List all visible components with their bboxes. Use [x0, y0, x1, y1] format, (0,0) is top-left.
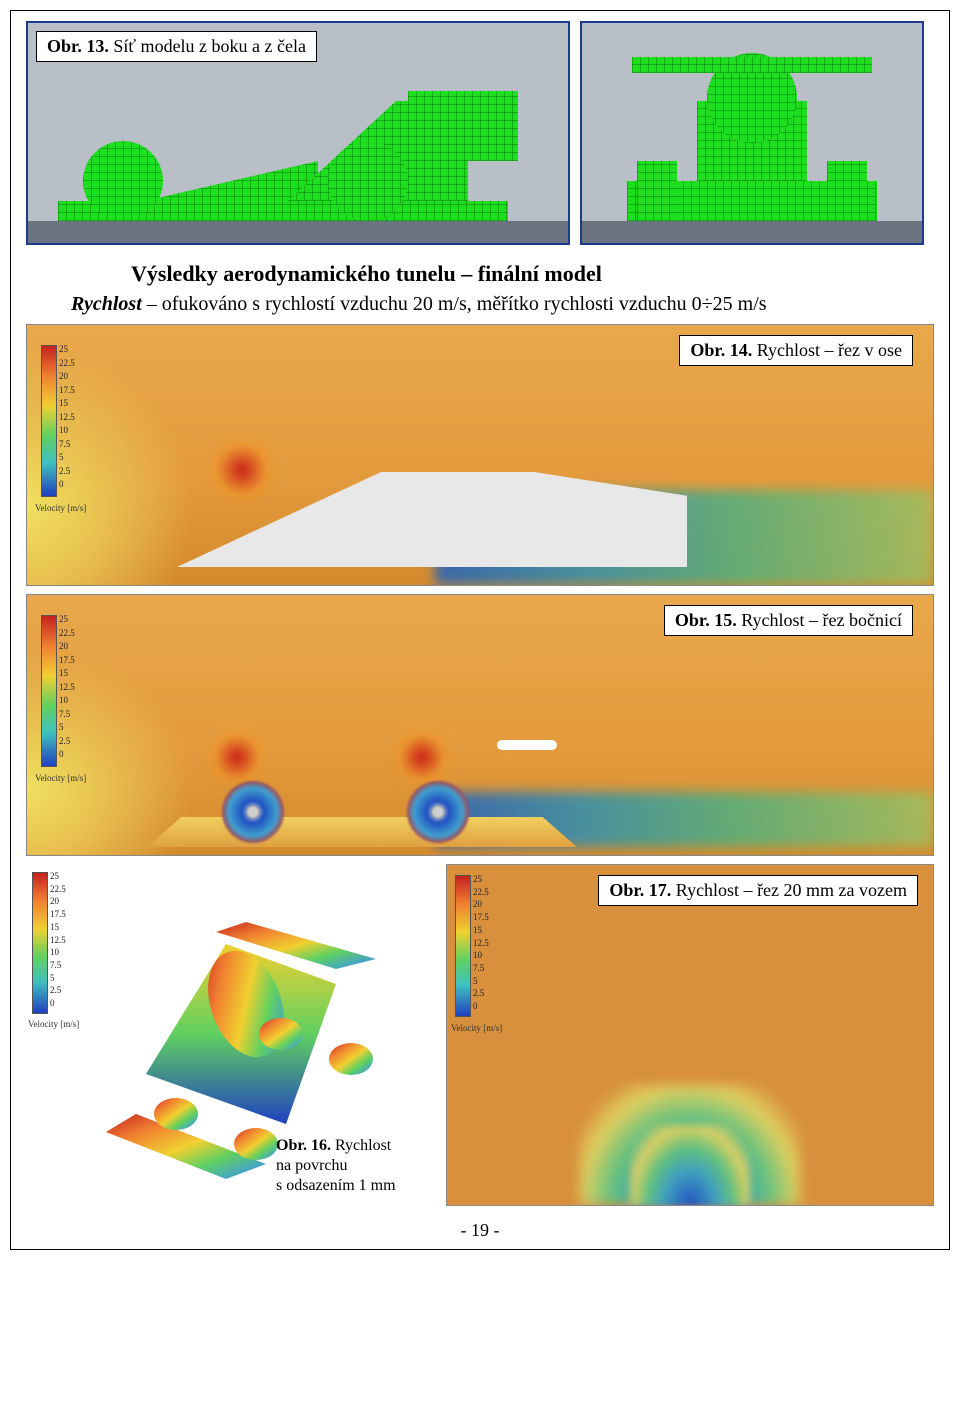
cfd-fig16: 2522.52017.51512.5107.552.50 Velocity [m…: [26, 864, 436, 1204]
velocity-label-16: Velocity [m/s]: [28, 1019, 79, 1029]
colorbar-labels-fig16: 2522.52017.51512.5107.552.50: [50, 870, 66, 1010]
subtitle-rest: – ofukováno s rychlostí vzduchu 20 m/s, …: [142, 293, 767, 315]
colorbar-fig14: [41, 345, 57, 497]
fig17-caption: Obr. 17. Rychlost – řez 20 mm za vozem: [598, 875, 918, 906]
page-frame: Obr. 13. Síť modelu z boku a z čela Výsl…: [10, 10, 950, 1250]
fig13-caption: Obr. 13. Síť modelu z boku a z čela: [36, 31, 317, 62]
colorbar-fig15: [41, 615, 57, 767]
velocity-label-14: Velocity [m/s]: [35, 503, 86, 513]
front-wheel: [222, 781, 284, 843]
cfd-fig17: 2522.52017.51512.5107.552.50 Velocity [m…: [446, 864, 934, 1206]
colorbar-labels-fig15: 2522.52017.51512.5107.552.50: [59, 613, 75, 762]
colorbar-fig17: [455, 875, 471, 1017]
page-number: - 19 -: [11, 1216, 949, 1249]
car-lower-body: [147, 817, 577, 847]
velocity-label-17: Velocity [m/s]: [451, 1023, 502, 1033]
wing-slice: [497, 740, 557, 750]
colorbar-labels-fig14: 2522.52017.51512.5107.552.50: [59, 343, 75, 492]
mesh-side-view: Obr. 13. Síť modelu z boku a z čela: [26, 21, 570, 245]
section-subtitle: Rychlost – ofukováno s rychlostí vzduchu…: [71, 293, 949, 316]
velocity-label-15: Velocity [m/s]: [35, 773, 86, 783]
fig13-text: Síť modelu z boku a z čela: [113, 36, 306, 56]
fig16-caption: Obr. 16. Rychlost na povrchu s odsazením…: [276, 1136, 426, 1196]
mesh-front-view: [580, 21, 924, 245]
fig15-caption: Obr. 15. Rychlost – řez bočnicí: [664, 605, 913, 636]
cfd-fig14: 2522.52017.51512.5107.552.50 Velocity [m…: [26, 324, 934, 586]
cartridge-shape: [447, 488, 587, 530]
fig14-caption: Obr. 14. Rychlost – řez v ose: [679, 335, 913, 366]
rear-wheel: [407, 781, 469, 843]
subtitle-prefix: Rychlost: [71, 293, 142, 315]
colorbar-labels-fig17: 2522.52017.51512.5107.552.50: [473, 873, 489, 1013]
section-title: Výsledky aerodynamického tunelu – fináln…: [131, 261, 949, 287]
fig13-label: Obr. 13.: [47, 36, 109, 56]
cfd-fig15: 2522.52017.51512.5107.552.50 Velocity [m…: [26, 594, 934, 856]
bottom-row: 2522.52017.51512.5107.552.50 Velocity [m…: [26, 864, 934, 1206]
colorbar-fig16: [32, 872, 48, 1014]
top-mesh-row: Obr. 13. Síť modelu z boku a z čela: [11, 11, 949, 245]
